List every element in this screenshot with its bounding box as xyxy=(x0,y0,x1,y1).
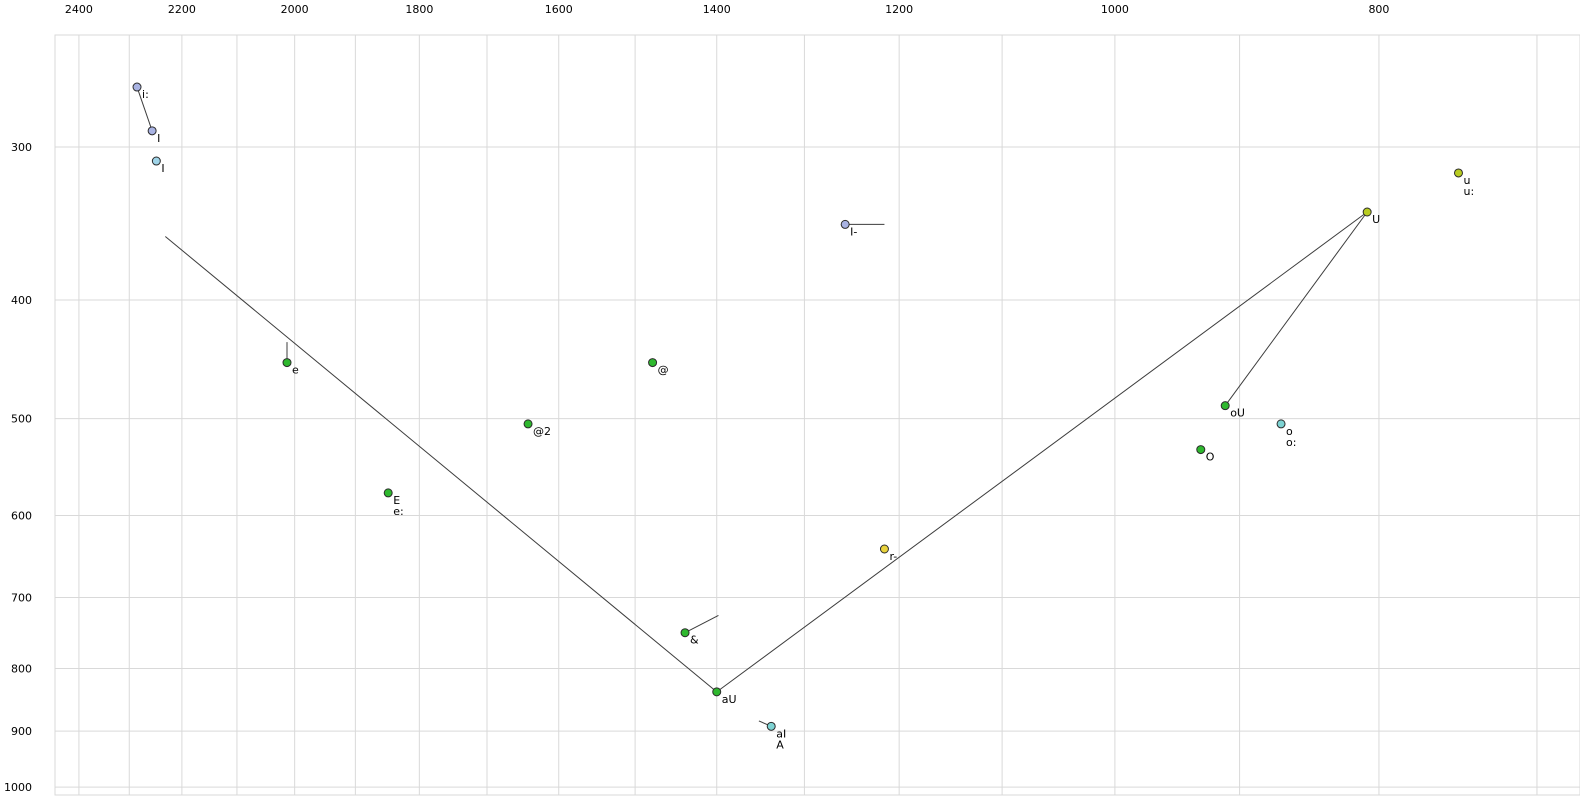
data-point xyxy=(151,156,161,166)
point-label: O xyxy=(1206,451,1215,464)
x-tick-label: 1400 xyxy=(703,3,731,16)
data-point xyxy=(1196,445,1206,455)
data-point xyxy=(766,721,776,731)
x-tick-label: 1000 xyxy=(1101,3,1129,16)
point-sublabel: u: xyxy=(1463,185,1474,198)
point-label: @2 xyxy=(533,425,551,438)
data-point xyxy=(1453,168,1463,178)
y-tick-label: 500 xyxy=(11,413,32,426)
point-sublabel: o: xyxy=(1286,436,1296,449)
y-tick-label: 1000 xyxy=(4,781,32,794)
point-label: & xyxy=(690,634,699,647)
trajectory-line xyxy=(136,86,153,131)
x-tick-label: 2400 xyxy=(65,3,93,16)
point-label: r- xyxy=(889,550,897,563)
point-label: I xyxy=(157,132,160,145)
data-point xyxy=(282,358,292,368)
data-point xyxy=(132,82,142,92)
y-tick-label: 300 xyxy=(11,141,32,154)
point-label: I- xyxy=(850,225,857,238)
data-point xyxy=(523,419,533,429)
data-point xyxy=(879,544,889,554)
data-point xyxy=(1362,207,1372,217)
data-point xyxy=(712,687,722,697)
trajectory-line xyxy=(684,614,719,634)
point-label: aU xyxy=(722,693,737,706)
y-tick-label: 600 xyxy=(11,510,32,523)
data-point xyxy=(1276,419,1286,429)
point-sublabel: A xyxy=(776,738,784,751)
point-label: @ xyxy=(658,364,669,377)
y-tick-label: 700 xyxy=(11,591,32,604)
point-label: e xyxy=(292,364,299,377)
point-label: i: xyxy=(142,88,149,101)
trajectory-line xyxy=(716,211,1368,693)
x-tick-label: 1800 xyxy=(405,3,433,16)
point-label: o xyxy=(1286,425,1293,438)
x-tick-label: 1200 xyxy=(885,3,913,16)
x-tick-label: 2200 xyxy=(168,3,196,16)
point-label: I xyxy=(161,162,164,175)
y-tick-label: 800 xyxy=(11,662,32,675)
point-label: oU xyxy=(1230,407,1245,420)
x-tick-label: 2000 xyxy=(281,3,309,16)
x-tick-label: 1600 xyxy=(545,3,573,16)
data-point xyxy=(680,628,690,638)
point-label: U xyxy=(1372,213,1380,226)
point-label: u xyxy=(1463,174,1470,187)
trajectory-line xyxy=(1224,211,1368,406)
data-point xyxy=(1220,401,1230,411)
point-sublabel: e: xyxy=(393,505,403,518)
data-point xyxy=(147,126,157,136)
plot-frame xyxy=(54,34,1580,796)
x-tick-label: 800 xyxy=(1368,3,1389,16)
data-point xyxy=(383,488,393,498)
point-label: E xyxy=(393,494,400,507)
y-tick-label: 900 xyxy=(11,725,32,738)
point-label: aI xyxy=(776,727,786,740)
y-tick-label: 400 xyxy=(11,294,32,307)
trajectory-line xyxy=(165,236,718,693)
data-point xyxy=(840,219,850,229)
data-point xyxy=(648,358,658,368)
